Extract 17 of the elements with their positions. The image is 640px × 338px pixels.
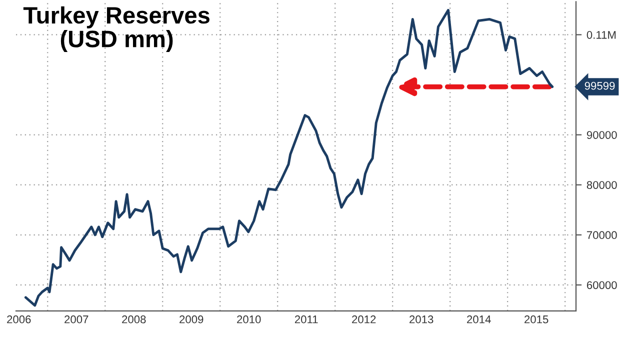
- y-tick-label: 70000: [586, 231, 617, 240]
- x-tick-label: 2014: [467, 315, 491, 324]
- x-tick-label: 2011: [294, 315, 318, 324]
- x-tick-label: 2008: [122, 315, 146, 324]
- y-tick-label: 60000: [586, 281, 617, 290]
- y-tick-label: 0.11M: [586, 30, 616, 39]
- text: 99599: [584, 82, 615, 90]
- x-tick-label: 2007: [64, 315, 88, 324]
- x-tick-label: 2012: [352, 315, 376, 324]
- x-tick-label: 2009: [180, 315, 204, 324]
- y-tick-label: 80000: [586, 181, 617, 189]
- x-tick-label: 2010: [237, 315, 261, 324]
- y-tick-label: 90000: [586, 131, 617, 139]
- x-tick-label: 2013: [410, 315, 434, 324]
- x-tick-label: 2015: [524, 315, 548, 324]
- x-tick-label: 2006: [7, 315, 31, 324]
- text: Turkey Reserves (USD mm): [23, 6, 210, 52]
